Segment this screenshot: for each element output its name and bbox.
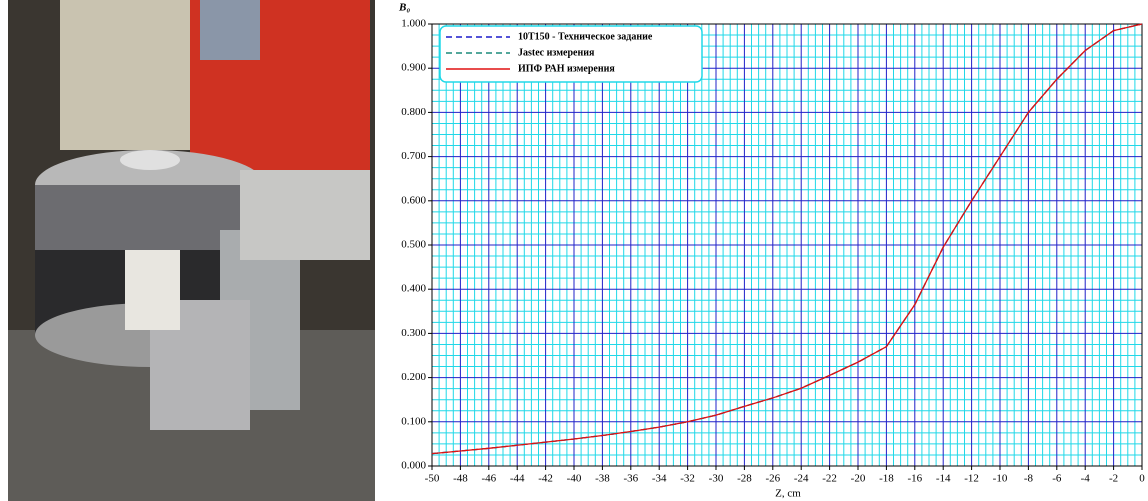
x-tick-label: -8 (1024, 473, 1034, 485)
x-tick-label: -10 (993, 473, 1008, 485)
chart: B₀ Z, cm 0.000 0.100 0.200 0.300 0.400 0.500 0… (375, 0, 1148, 501)
x-tick-label: -12 (964, 473, 979, 485)
x-tick-label: -48 (453, 473, 468, 485)
legend-label: ИПФ РАН измерения (518, 63, 615, 74)
x-tick-label: -28 (737, 473, 752, 485)
x-tick-label: -32 (680, 473, 695, 485)
x-tick-label: -30 (709, 473, 724, 485)
x-tick-label: -34 (652, 473, 667, 485)
page: B₀ Z, cm 0.000 0.100 0.200 0.300 0.400 0.500 0… (0, 0, 1148, 501)
x-tick-label: -2 (1109, 473, 1118, 485)
x-tick-label: -26 (765, 473, 780, 485)
x-tick-label: -42 (538, 473, 553, 485)
x-tick-label: -20 (851, 473, 866, 485)
x-axis-label: Z, cm (775, 488, 801, 500)
y-tick-label: 0.600 (401, 194, 426, 206)
x-tick-label: -4 (1081, 473, 1091, 485)
y-tick-label: 0.000 (401, 460, 426, 472)
y-axis-label: B₀ (398, 2, 410, 14)
y-tick-label: 0.900 (401, 62, 426, 74)
y-tick-label: 0.500 (401, 239, 426, 251)
photo (0, 0, 375, 501)
x-tick-label: -46 (481, 473, 496, 485)
y-tick-label: 0.800 (401, 106, 426, 118)
y-tick-label: 0.300 (401, 327, 426, 339)
x-tick-label: -50 (425, 473, 440, 485)
x-tick-label: -18 (879, 473, 894, 485)
y-tick-label: 0.100 (401, 415, 426, 427)
y-tick-label: 0.200 (401, 371, 426, 383)
legend-label: Jastec измерения (518, 47, 595, 58)
x-tick-label: -40 (567, 473, 582, 485)
y-tick-label: 0.400 (401, 283, 426, 295)
legend-label: 10Т150 - Техническое задание (518, 31, 653, 42)
x-tick-label: -6 (1052, 473, 1062, 485)
x-tick-label: -14 (936, 473, 951, 485)
x-tick-label: -16 (907, 473, 922, 485)
x-tick-label: -44 (510, 473, 525, 485)
y-tick-label: 1.000 (401, 18, 426, 30)
x-tick-label: -38 (595, 473, 610, 485)
x-tick-label: 0 (1139, 473, 1145, 485)
x-tick-label: -24 (794, 473, 809, 485)
x-tick-label: -36 (623, 473, 638, 485)
x-tick-label: -22 (822, 473, 837, 485)
y-tick-label: 0.700 (401, 150, 426, 162)
